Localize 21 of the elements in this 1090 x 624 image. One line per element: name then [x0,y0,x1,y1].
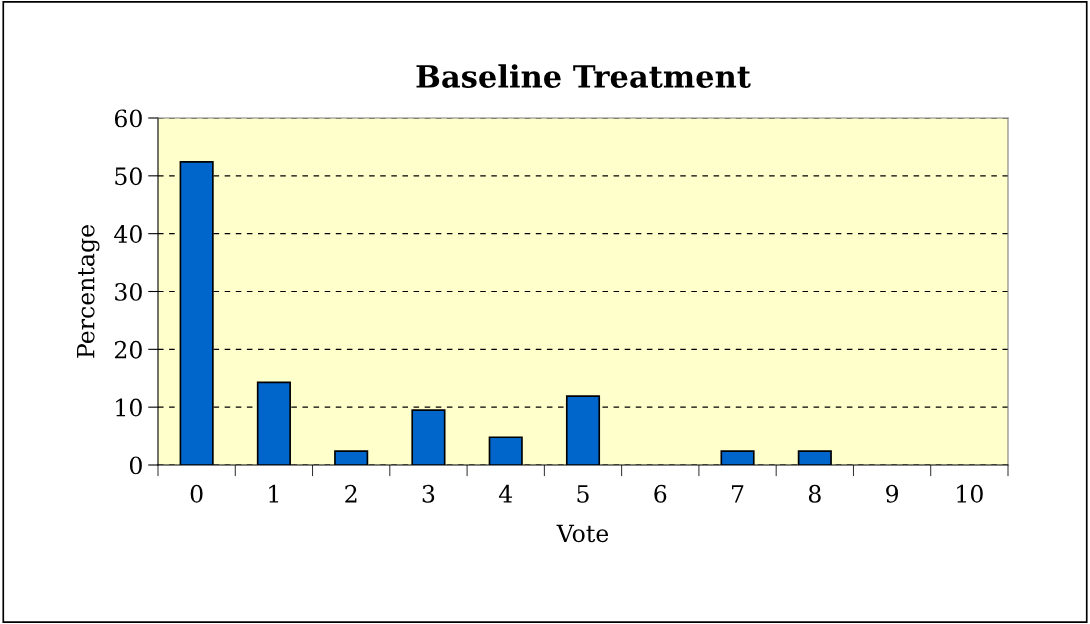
x-tick-label: 0 [190,484,203,503]
x-tick-label: 2 [345,484,357,503]
x-tick-label: 5 [577,485,589,503]
y-tick-label: 30 [115,282,142,301]
x-tick-label: 1 [269,484,279,503]
y-tick-label: 40 [114,225,142,243]
x-tick-label: 6 [654,484,667,503]
y-tick-label: 60 [114,109,142,128]
x-tick-label: 9 [886,484,899,503]
y-tick-label: 20 [114,340,142,359]
y-tick-label: 50 [115,167,142,186]
chart-title: Baseline Treatment [416,64,751,88]
x-tick-label: 10 [957,484,983,503]
x-tick-label: 7 [732,485,744,503]
y-tick-label: 10 [116,398,142,417]
x-tick-label: 8 [808,484,821,503]
x-tick-label: 3 [422,484,435,503]
x-axis-title: Vote [556,524,609,543]
x-tick-label: 4 [498,484,513,503]
y-axis-title: Percentage [77,225,100,358]
y-tick-label: 0 [129,456,142,475]
